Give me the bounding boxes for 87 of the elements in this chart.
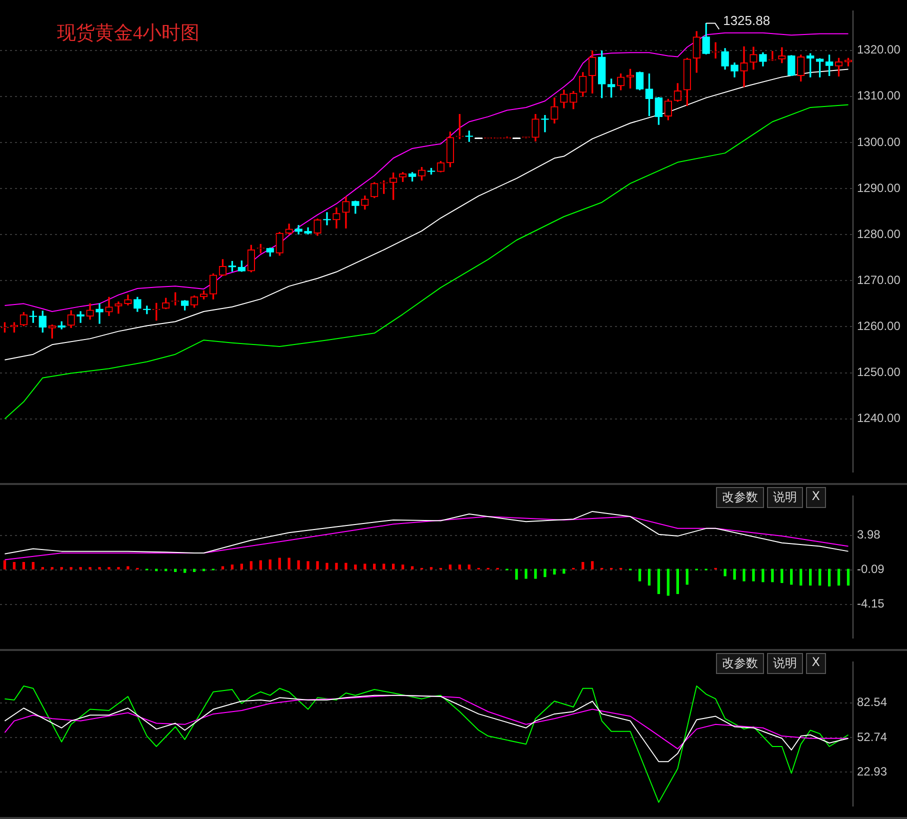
button: X (806, 487, 826, 508)
bar (733, 568, 736, 580)
bar (221, 566, 224, 570)
bar (742, 568, 746, 582)
y-tick-label: 1270.00 (857, 272, 901, 287)
button: 说明 (766, 487, 803, 508)
bar (382, 564, 386, 570)
y-tick-label: 1300.00 (857, 134, 901, 149)
y-tick-label: 1250.00 (857, 365, 901, 380)
button: 说明 (766, 653, 803, 674)
y-tick-label: 1290.00 (857, 180, 901, 195)
candlestick (323, 212, 331, 226)
y-tick-label: 1240.00 (857, 411, 901, 426)
bar (32, 562, 34, 570)
bar (12, 562, 16, 570)
bar (326, 562, 328, 570)
bar (790, 568, 793, 585)
bar (468, 564, 470, 570)
button: 改参数 (716, 487, 764, 508)
bar (648, 568, 651, 586)
candlestick (740, 46, 748, 88)
bar (278, 558, 281, 570)
bar (335, 562, 338, 570)
bar (268, 559, 272, 570)
bar (515, 568, 518, 580)
y-tick-label: 1280.00 (857, 226, 901, 241)
bar (534, 568, 537, 579)
bar (657, 568, 660, 594)
y-tick-label: 82.54 (857, 695, 888, 710)
button: X (806, 653, 826, 674)
bar (259, 560, 262, 570)
bar (524, 568, 528, 579)
bar (316, 561, 319, 570)
bar (666, 568, 670, 596)
text: 现货黄金4小时图 (57, 22, 200, 46)
bar (809, 568, 812, 586)
bar (22, 562, 26, 570)
bar (354, 564, 357, 570)
bar (183, 568, 186, 573)
bar (126, 566, 130, 570)
bar (562, 568, 566, 574)
bar (686, 568, 688, 585)
y-tick-label: -0.09 (857, 562, 885, 576)
bar (846, 568, 850, 586)
bar (553, 568, 556, 575)
y-tick-label: 22.93 (857, 764, 888, 778)
y-tick-label: 1260.00 (857, 319, 901, 334)
bar (752, 568, 755, 582)
bar (582, 562, 584, 570)
bar (762, 568, 764, 582)
bar (800, 568, 802, 586)
bar (230, 564, 234, 570)
annotation: 1325.88 (723, 12, 770, 28)
bar (780, 568, 784, 584)
y-tick-label: 1310.00 (857, 88, 901, 103)
bar (458, 564, 461, 570)
bar (297, 560, 300, 570)
bar (638, 568, 642, 582)
bar (828, 568, 831, 586)
y-tick-label: 1320.00 (857, 42, 901, 57)
button: 改参数 (716, 653, 764, 674)
bar (373, 564, 376, 570)
bar (676, 568, 679, 594)
bar (288, 558, 290, 570)
y-tick-label: -4.15 (857, 596, 885, 611)
bar (818, 568, 822, 586)
candlestick (541, 114, 549, 132)
bar (240, 564, 244, 570)
bar (448, 564, 452, 570)
bar (250, 561, 252, 570)
bar (401, 564, 404, 570)
bar (306, 561, 310, 570)
bar (837, 568, 840, 586)
bar (410, 566, 414, 570)
bar (771, 568, 774, 582)
candlestick (76, 311, 84, 323)
bar (3, 560, 6, 570)
y-tick-label: 52.74 (857, 730, 888, 744)
bar (724, 568, 726, 576)
bar (344, 562, 348, 570)
bar (544, 568, 546, 578)
y-tick-label: 3.98 (857, 528, 881, 542)
candlestick (96, 303, 104, 324)
bar (591, 561, 594, 570)
bar (392, 564, 395, 570)
candlestick (712, 42, 720, 59)
bar (364, 564, 366, 570)
